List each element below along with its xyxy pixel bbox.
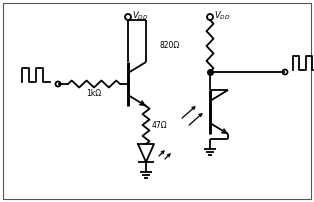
Text: $V_{DD}$: $V_{DD}$ — [132, 10, 149, 22]
Text: 1kΩ: 1kΩ — [86, 89, 101, 99]
Text: 47Ω: 47Ω — [152, 121, 168, 129]
Text: 820Ω: 820Ω — [160, 41, 180, 50]
Text: $V_{DD}$: $V_{DD}$ — [214, 10, 230, 22]
